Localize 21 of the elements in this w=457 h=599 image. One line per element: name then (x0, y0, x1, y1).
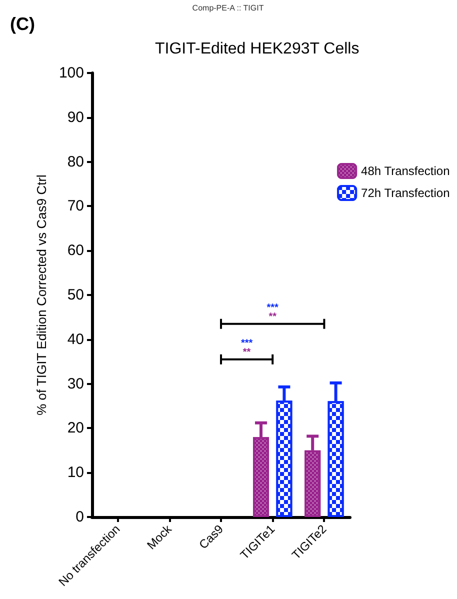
y-tick-label: 10 (67, 464, 84, 482)
y-tick-label: 0 (76, 508, 84, 526)
y-tick-label: 40 (67, 330, 84, 348)
y-tick-label: 70 (67, 198, 84, 215)
y-axis-title: % of TIGIT Edition Corrected vs Cas9 Ctrl (34, 174, 50, 416)
y-tick-label: 80 (67, 153, 84, 170)
y-tick-label: 100 (58, 64, 84, 82)
y-tick-label: 60 (67, 242, 84, 260)
annotation: *** (240, 338, 253, 349)
text: Comp-PE-A :: TIGIT (192, 4, 264, 12)
annotation: ** (242, 346, 251, 358)
annotation: ** (268, 311, 277, 322)
y-tick-label: 50 (67, 286, 84, 304)
y-tick-label: 30 (67, 375, 84, 392)
legend-label: 72h Transfection (361, 186, 450, 200)
text: (C) (10, 14, 35, 34)
annotation: *** (266, 302, 279, 314)
y-tick-label: 90 (67, 108, 84, 126)
chart-title: TIGIT-Edited HEK293T Cells (155, 40, 360, 58)
y-tick-label: 20 (67, 420, 84, 437)
legend-label: 48h Transfection (361, 164, 450, 178)
